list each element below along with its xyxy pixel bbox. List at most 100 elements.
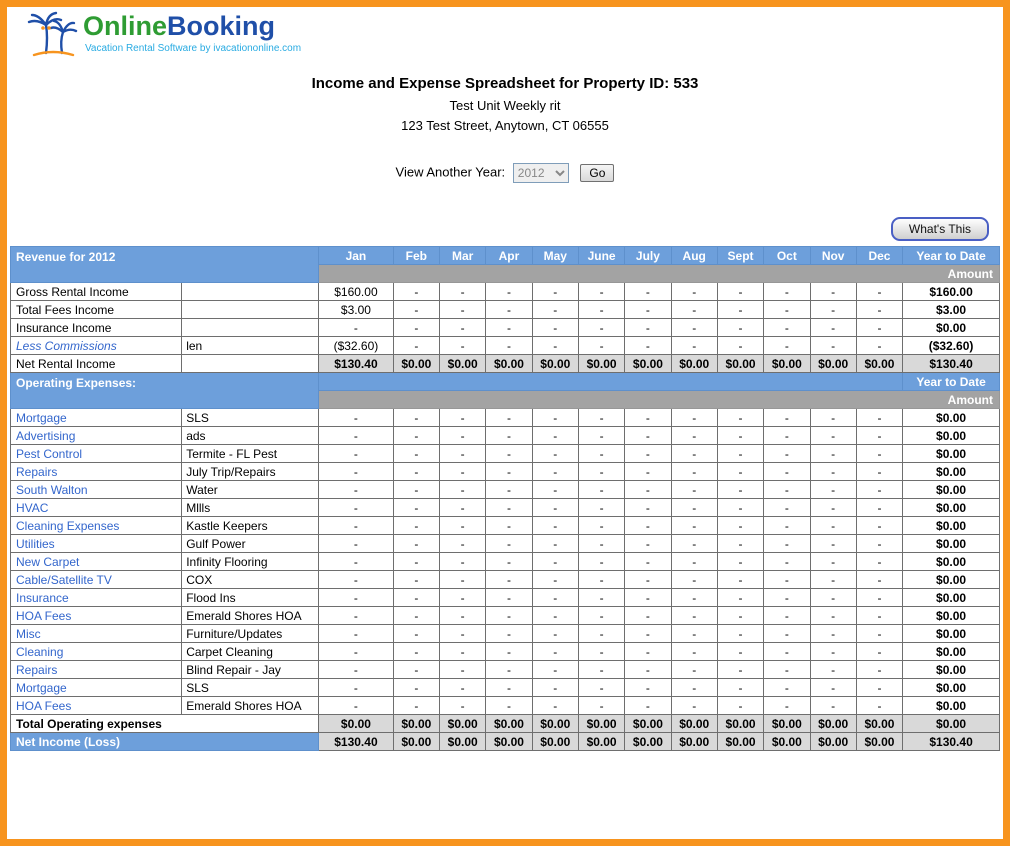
year-select-dropdown[interactable]: 2012	[512, 163, 569, 183]
expense-row-label[interactable]: Cleaning	[9, 642, 183, 661]
revenue-row: Net Rental Income $130.40 $0.00 $0.00 $0.00 $…	[9, 354, 1000, 373]
revenue-month-value: -	[438, 318, 487, 337]
expense-month-value: -	[531, 642, 579, 661]
expense-row: Mortgage SLS - - - - - - - - - - - - $0.00	[9, 408, 1000, 427]
expense-month-value: -	[670, 678, 718, 697]
expense-row-label[interactable]: Advertising	[9, 426, 183, 445]
revenue-month-value: -	[438, 300, 487, 319]
expense-row-label[interactable]: Cable/Satellite TV	[9, 570, 183, 589]
go-button[interactable]: Go	[580, 164, 615, 182]
net-income-month-value: $130.40	[318, 732, 394, 751]
revenue-month-value: -	[809, 300, 857, 319]
expense-month-value: -	[763, 588, 811, 607]
revenue-month-value: -	[392, 318, 441, 337]
revenue-month-value: -	[855, 336, 904, 355]
net-income-month-value: $0.00	[809, 732, 857, 751]
expense-row-label[interactable]: Misc	[9, 624, 183, 643]
property-address: 123 Test Street, Anytown, CT 06555	[401, 118, 609, 133]
expense-month-value: -	[438, 678, 487, 697]
expense-ytd-value: $0.00	[902, 516, 1000, 535]
revenue-row-label: Total Fees Income	[9, 300, 183, 319]
expense-row: Mortgage SLS - - - - - - - - - - - - $0.00	[9, 678, 1000, 697]
expense-month-value: -	[485, 570, 533, 589]
expense-month-value: -	[670, 588, 718, 607]
revenue-row-label[interactable]: Less Commissions	[9, 336, 183, 355]
revenue-month-value: $0.00	[763, 354, 811, 373]
total-month-value: $0.00	[716, 714, 765, 733]
expense-month-value: -	[670, 696, 718, 715]
total-month-value: $0.00	[855, 714, 904, 733]
expense-row-label[interactable]: HOA Fees	[9, 606, 183, 625]
month-header-apr: Apr	[485, 246, 533, 265]
revenue-month-value: -	[763, 318, 811, 337]
expense-row-label[interactable]: Repairs	[9, 462, 183, 481]
revenue-month-value: -	[670, 282, 718, 301]
revenue-row: Less Commissions len ($32.60) - - - - - - - - - - - ($…	[9, 336, 1000, 355]
expense-row-label[interactable]: Mortgage	[9, 408, 183, 427]
revenue-month-value: $0.00	[392, 354, 441, 373]
expense-row-label[interactable]: Cleaning Expenses	[9, 516, 183, 535]
revenue-month-value: $0.00	[855, 354, 904, 373]
expense-month-value: -	[716, 588, 765, 607]
net-income-month-value: $0.00	[485, 732, 533, 751]
expense-row-label[interactable]: Pest Control	[9, 444, 183, 463]
revenue-ytd-value: $160.00	[902, 282, 1000, 301]
expense-month-value: -	[318, 498, 394, 517]
expense-month-value: -	[438, 642, 487, 661]
expense-month-value: -	[763, 480, 811, 499]
expense-month-value: -	[485, 426, 533, 445]
expense-month-value: -	[855, 678, 904, 697]
expense-month-value: -	[438, 570, 487, 589]
revenue-month-value: -	[855, 300, 904, 319]
expense-month-value: -	[577, 552, 626, 571]
expense-month-value: -	[855, 426, 904, 445]
expense-row-label[interactable]: Utilities	[9, 534, 183, 553]
expense-month-value: -	[855, 480, 904, 499]
expense-month-value: -	[485, 408, 533, 427]
expense-month-value: -	[763, 534, 811, 553]
expense-month-value: -	[531, 534, 579, 553]
expense-row-label[interactable]: HVAC	[9, 498, 183, 517]
expense-month-value: -	[624, 570, 672, 589]
month-header-dec: Dec	[855, 246, 904, 265]
net-income-ytd-value: $130.40	[902, 732, 1000, 751]
expense-month-value: -	[531, 606, 579, 625]
expense-row-note: Furniture/Updates	[181, 624, 320, 643]
expense-month-value: -	[855, 588, 904, 607]
expense-month-value: -	[531, 444, 579, 463]
expense-row-label[interactable]: Insurance	[9, 588, 183, 607]
expense-month-value: -	[716, 516, 765, 535]
month-header-mar: Mar	[438, 246, 487, 265]
revenue-row-label: Net Rental Income	[9, 354, 183, 373]
brand-online-text: Online	[83, 11, 168, 41]
property-name: Test Unit Weekly rit	[449, 98, 561, 113]
expense-month-value: -	[577, 678, 626, 697]
expense-month-value: -	[577, 696, 626, 715]
expense-month-value: -	[809, 678, 857, 697]
revenue-amount-header: Amount	[318, 264, 1000, 283]
expense-month-value: -	[318, 534, 394, 553]
expense-row-note: Mllls	[181, 498, 320, 517]
whats-this-button[interactable]: What's This	[890, 217, 989, 241]
expense-ytd-value: $0.00	[902, 642, 1000, 661]
revenue-row-note	[181, 318, 320, 337]
expense-row-note: Termite - FL Pest	[181, 444, 320, 463]
expense-row-label[interactable]: South Walton	[9, 480, 183, 499]
expense-month-value: -	[716, 480, 765, 499]
expense-month-value: -	[809, 516, 857, 535]
revenue-month-value: -	[577, 300, 626, 319]
revenue-month-value: -	[485, 318, 533, 337]
expense-month-value: -	[438, 408, 487, 427]
expense-row-label[interactable]: New Carpet	[9, 552, 183, 571]
expense-row-label[interactable]: Mortgage	[9, 678, 183, 697]
expense-month-value: -	[392, 696, 441, 715]
expense-row-label[interactable]: Repairs	[9, 660, 183, 679]
month-header-jan: Jan	[318, 246, 394, 265]
expense-row-label[interactable]: HOA Fees	[9, 696, 183, 715]
revenue-month-value: $0.00	[716, 354, 765, 373]
expense-month-value: -	[716, 660, 765, 679]
expense-month-value: -	[438, 696, 487, 715]
expense-month-value: -	[438, 624, 487, 643]
expense-row-note: Emerald Shores HOA	[181, 696, 320, 715]
expense-month-value: -	[318, 696, 394, 715]
